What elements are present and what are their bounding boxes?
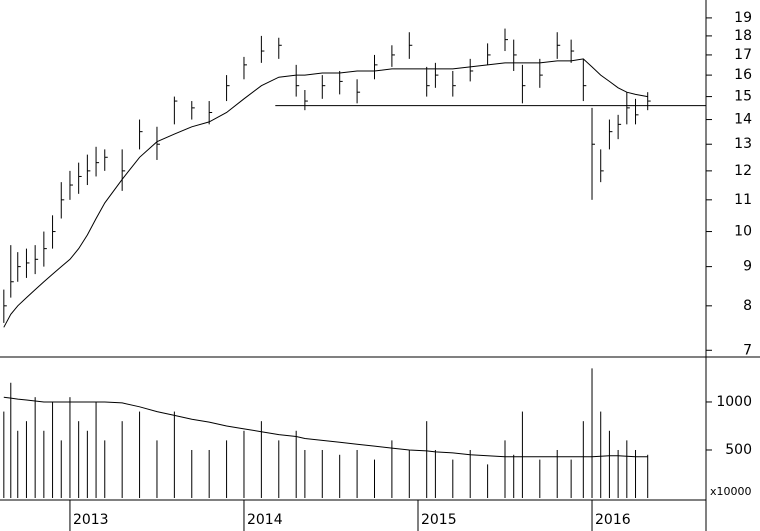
y-tick-label: 1000 bbox=[716, 394, 752, 410]
y-tick-label: 10 bbox=[734, 224, 752, 240]
x-tick-label: 2013 bbox=[73, 512, 109, 528]
moving-average bbox=[3, 58, 648, 328]
x-tick-label: 2014 bbox=[247, 512, 283, 528]
y-tick-label: 14 bbox=[734, 112, 752, 128]
y-tick-label: 9 bbox=[743, 259, 752, 275]
y-tick-label: 12 bbox=[734, 163, 752, 179]
y-tick-label: 15 bbox=[734, 89, 752, 105]
y-tick-label: 8 bbox=[743, 298, 752, 314]
y-tick-label: 18 bbox=[734, 28, 752, 44]
y-tick-label: 7 bbox=[743, 342, 752, 358]
y-tick-label: 13 bbox=[734, 136, 752, 152]
x-tick-label: 2015 bbox=[421, 512, 457, 528]
volume-unit: x10000 bbox=[710, 485, 752, 498]
y-tick-label: 19 bbox=[734, 10, 752, 26]
volume-moving-average bbox=[3, 396, 648, 458]
y-tick-label: 500 bbox=[725, 442, 752, 458]
y-tick-label: 11 bbox=[734, 192, 752, 208]
x-tick-label: 2016 bbox=[595, 512, 631, 528]
y-tick-label: 17 bbox=[734, 47, 752, 63]
y-tick-label: 16 bbox=[734, 67, 752, 83]
